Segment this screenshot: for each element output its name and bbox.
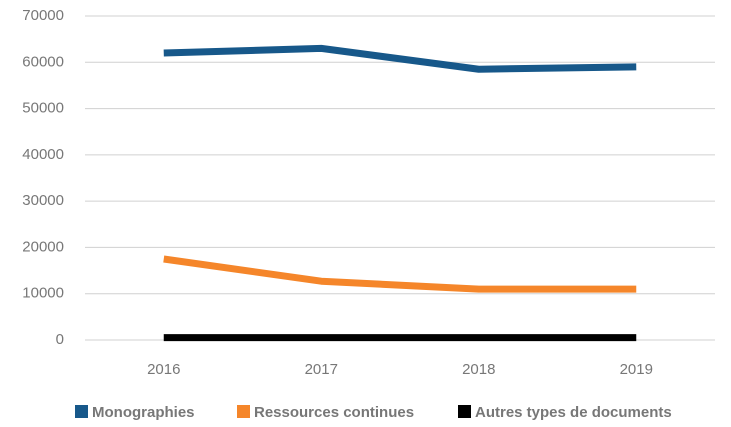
legend-swatch <box>458 405 471 418</box>
x-tick-label: 2016 <box>147 361 180 378</box>
y-tick-label: 40000 <box>22 146 64 163</box>
y-tick-label: 60000 <box>22 53 64 70</box>
legend-swatch <box>237 405 250 418</box>
legend-label: Monographies <box>92 404 195 421</box>
legend-label: Autres types de documents <box>475 404 672 421</box>
y-tick-label: 70000 <box>22 7 64 24</box>
y-tick-label: 50000 <box>22 100 64 117</box>
y-tick-label: 10000 <box>22 285 64 302</box>
y-tick-label: 20000 <box>22 238 64 255</box>
x-tick-label: 2019 <box>620 361 653 378</box>
legend-swatch <box>75 405 88 418</box>
x-tick-label: 2018 <box>462 361 495 378</box>
series-line <box>163 255 637 293</box>
series-line <box>163 44 637 73</box>
y-tick-label: 0 <box>56 331 64 348</box>
legend-label: Ressources continues <box>254 404 414 421</box>
x-tick-label: 2017 <box>305 361 338 378</box>
y-tick-label: 30000 <box>22 192 64 209</box>
